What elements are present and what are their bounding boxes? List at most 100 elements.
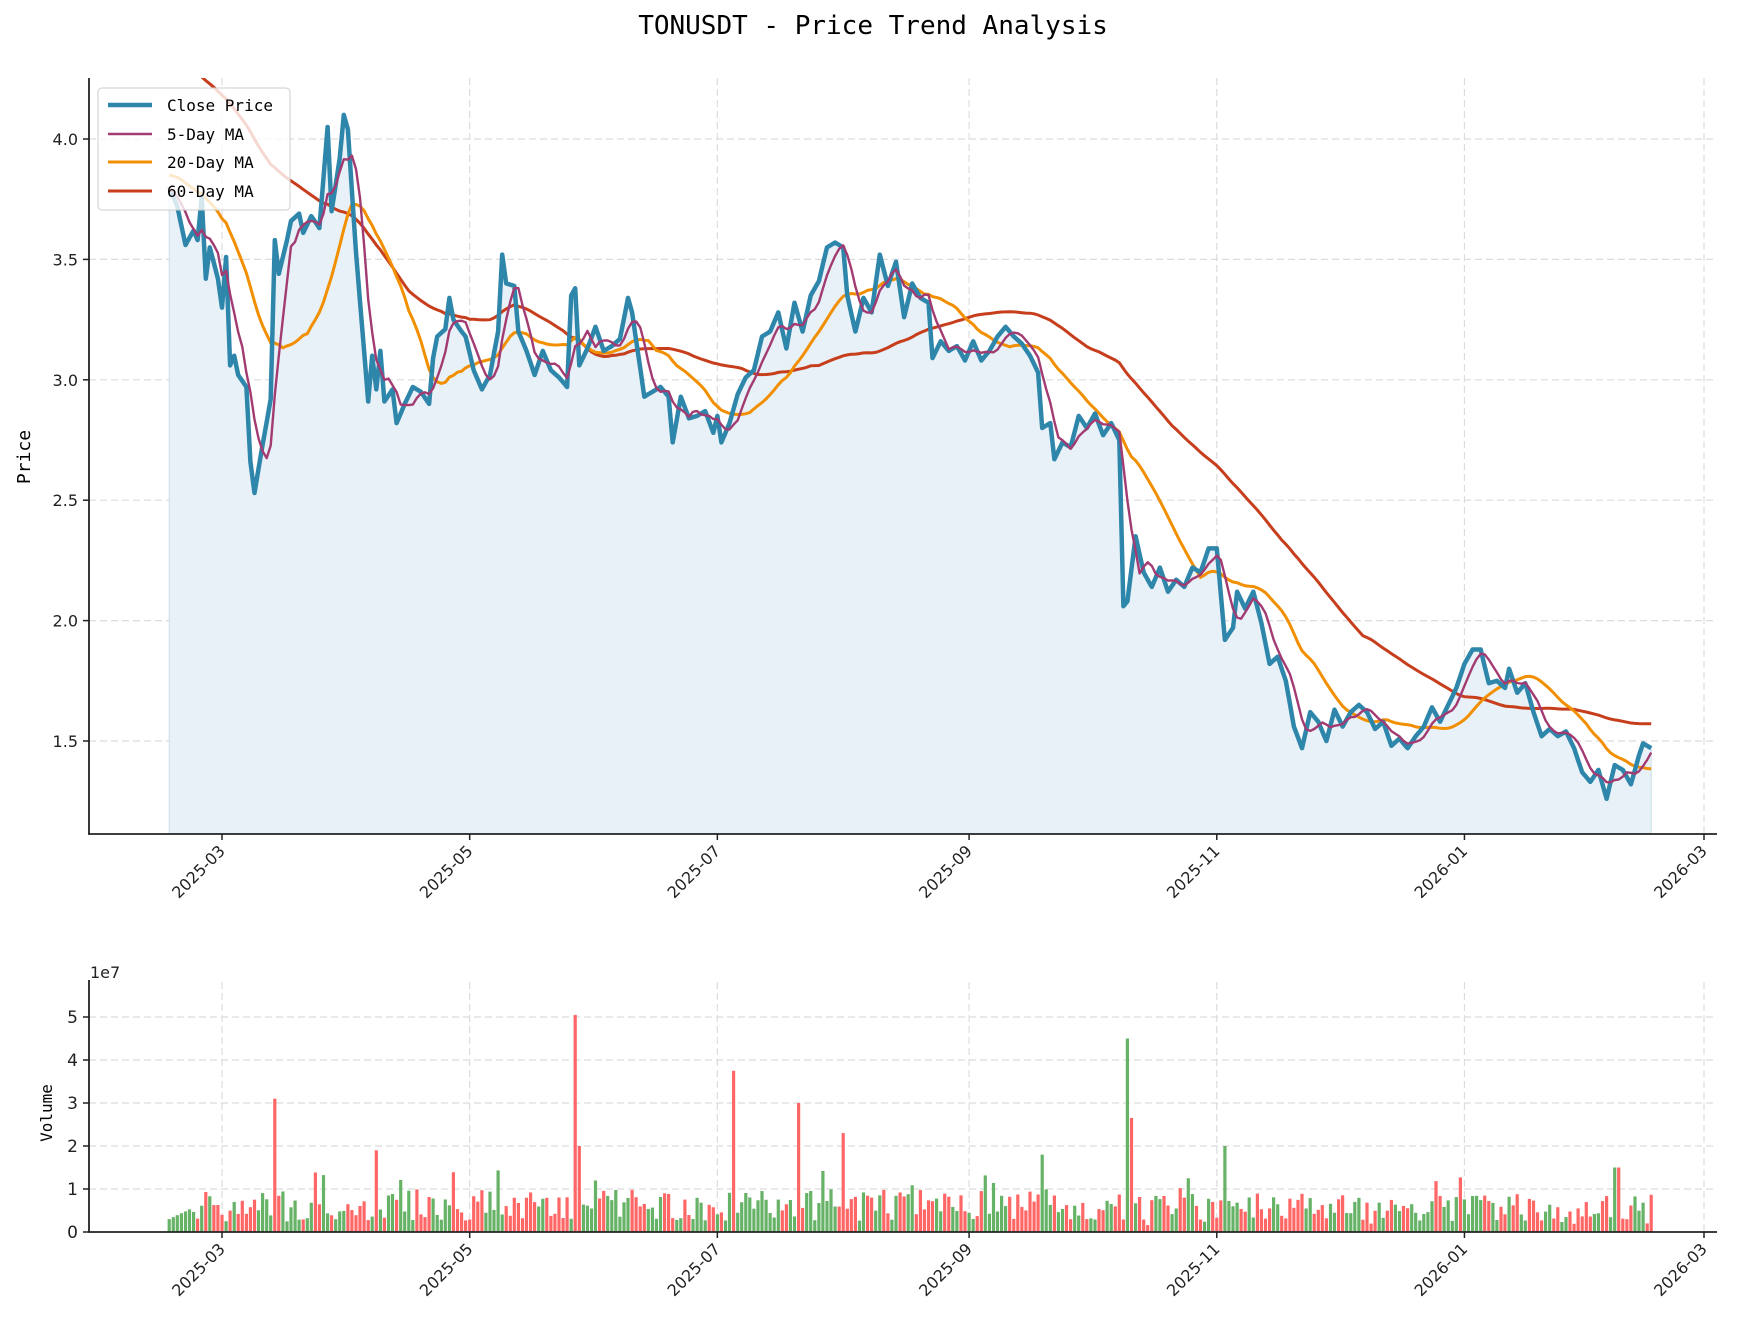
volume-bar bbox=[935, 1198, 939, 1232]
volume-bar bbox=[1044, 1189, 1048, 1232]
volume-bar bbox=[1190, 1194, 1194, 1232]
volume-bar bbox=[1227, 1201, 1231, 1232]
volume-bar bbox=[1129, 1118, 1134, 1232]
volume-bar bbox=[634, 1197, 638, 1232]
volume-bar bbox=[1377, 1202, 1381, 1232]
volume-bar bbox=[1142, 1219, 1146, 1232]
volume-bar bbox=[216, 1205, 220, 1232]
volume-bar bbox=[1016, 1194, 1020, 1232]
volume-bar bbox=[610, 1200, 614, 1232]
volume-bar bbox=[293, 1200, 297, 1232]
volume-bar bbox=[1219, 1200, 1223, 1232]
volume-bar bbox=[1105, 1200, 1109, 1232]
volume-bar bbox=[825, 1201, 829, 1232]
volume-bar bbox=[1284, 1218, 1288, 1232]
price-x-tick-label: 2025-07 bbox=[663, 841, 724, 902]
volume-bar bbox=[861, 1192, 866, 1232]
volume-bar bbox=[1093, 1219, 1097, 1232]
volume-bar bbox=[374, 1150, 378, 1232]
volume-bar bbox=[715, 1214, 719, 1232]
volume-bar bbox=[963, 1211, 967, 1232]
volume-bar bbox=[671, 1218, 675, 1232]
volume-x-tick-label: 2025-03 bbox=[168, 1239, 229, 1300]
volume-bar bbox=[1215, 1217, 1219, 1232]
volume-bar bbox=[476, 1201, 480, 1232]
volume-bar bbox=[561, 1218, 565, 1232]
volume-bar bbox=[350, 1210, 354, 1232]
volume-bar bbox=[813, 1220, 817, 1232]
volume-x-tick-label: 2025-11 bbox=[1163, 1239, 1224, 1300]
volume-bar bbox=[882, 1189, 886, 1232]
volume-bar bbox=[1645, 1223, 1649, 1232]
volume-bar bbox=[1600, 1201, 1605, 1232]
volume-bar bbox=[1255, 1193, 1259, 1232]
volume-bar bbox=[1499, 1206, 1503, 1232]
volume-bar bbox=[1446, 1200, 1450, 1232]
volume-bar bbox=[727, 1192, 732, 1232]
volume-bar bbox=[1052, 1195, 1056, 1232]
volume-bar bbox=[208, 1196, 212, 1232]
volume-bar bbox=[1349, 1213, 1353, 1232]
volume-bar bbox=[1337, 1199, 1341, 1232]
volume-bar bbox=[1621, 1218, 1625, 1232]
volume-bar bbox=[752, 1208, 756, 1232]
volume-bar bbox=[606, 1195, 610, 1232]
volume-bar bbox=[1519, 1214, 1523, 1232]
volume-bar bbox=[1101, 1210, 1105, 1232]
volume-bar bbox=[784, 1204, 788, 1232]
volume-bar bbox=[529, 1192, 533, 1232]
volume-bar bbox=[480, 1190, 484, 1232]
volume-bars bbox=[167, 1014, 1653, 1233]
volume-bar bbox=[1426, 1212, 1430, 1232]
volume-bar bbox=[309, 1202, 313, 1232]
volume-bar bbox=[1418, 1220, 1422, 1232]
volume-bar bbox=[589, 1208, 594, 1232]
volume-bar bbox=[504, 1206, 508, 1232]
volume-bar bbox=[1028, 1191, 1032, 1232]
volume-bar bbox=[1288, 1198, 1292, 1232]
volume-bar bbox=[386, 1195, 391, 1232]
volume-bar bbox=[630, 1189, 634, 1232]
volume-bar bbox=[1324, 1218, 1328, 1232]
price-axis-label: Price bbox=[14, 430, 35, 484]
volume-bar bbox=[240, 1200, 244, 1232]
volume-bar bbox=[768, 1213, 772, 1232]
volume-bar bbox=[1353, 1201, 1357, 1232]
volume-bar bbox=[179, 1213, 183, 1232]
volume-bar bbox=[512, 1197, 516, 1232]
volume-bar bbox=[723, 1220, 728, 1232]
volume-bar bbox=[910, 1185, 914, 1232]
volume-bar bbox=[646, 1208, 650, 1232]
price-tick-label: 2.5 bbox=[53, 491, 78, 510]
price-x-tick-label: 2026-01 bbox=[1411, 841, 1472, 902]
volume-bar bbox=[569, 1218, 573, 1232]
volume-bar bbox=[1320, 1205, 1324, 1232]
volume-bar bbox=[1596, 1213, 1600, 1232]
volume-bar bbox=[228, 1210, 232, 1232]
volume-bar bbox=[167, 1219, 171, 1232]
volume-bar bbox=[902, 1196, 906, 1232]
volume-bar bbox=[841, 1133, 845, 1232]
volume-bar bbox=[939, 1211, 943, 1232]
volume-bar bbox=[1544, 1211, 1548, 1232]
volume-bar bbox=[1588, 1216, 1592, 1232]
volume-bar bbox=[1511, 1205, 1515, 1232]
volume-bar bbox=[622, 1202, 626, 1232]
volume-bar bbox=[516, 1203, 520, 1232]
volume-bar bbox=[918, 1190, 922, 1232]
volume-bar bbox=[1466, 1214, 1471, 1232]
volume-bar bbox=[1048, 1204, 1052, 1232]
volume-bar bbox=[1479, 1200, 1483, 1232]
volume-bar bbox=[1462, 1199, 1466, 1232]
volume-bar bbox=[390, 1194, 395, 1232]
volume-tick-label: 4 bbox=[67, 1051, 78, 1071]
legend-ma5-label: 5-Day MA bbox=[167, 125, 244, 144]
volume-bar bbox=[407, 1190, 411, 1232]
volume-x-tick-label: 2025-07 bbox=[663, 1239, 724, 1300]
volume-bar bbox=[711, 1207, 715, 1232]
volume-bar bbox=[1637, 1210, 1641, 1232]
volume-bar bbox=[1357, 1197, 1361, 1232]
volume-bar bbox=[1385, 1210, 1389, 1232]
volume-bar bbox=[1247, 1197, 1251, 1232]
